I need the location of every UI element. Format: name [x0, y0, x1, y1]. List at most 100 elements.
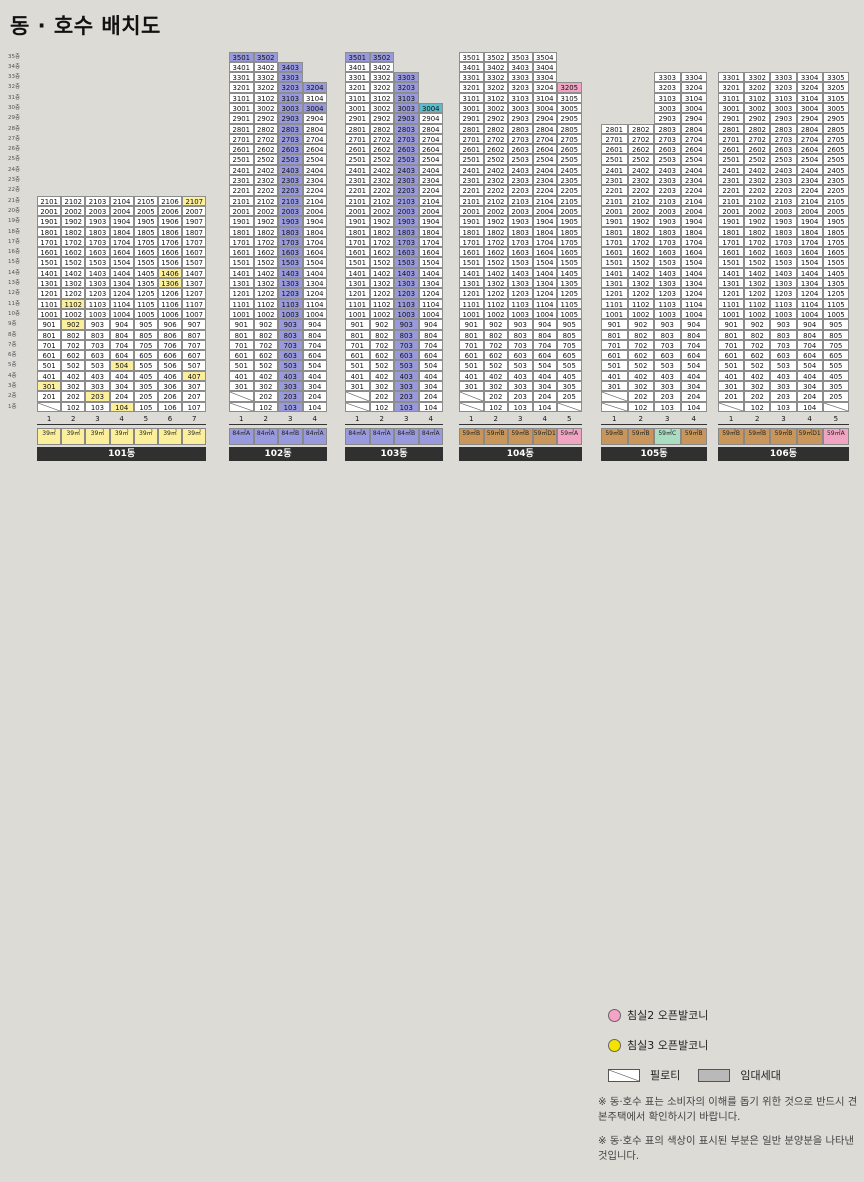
unit-cell: 203: [278, 391, 303, 402]
unit-cell: 2305: [557, 175, 582, 186]
unit-cell: 1105: [133, 298, 158, 309]
unit-cell: 304: [418, 381, 443, 392]
unit-cell: 2102: [61, 195, 86, 206]
unit-cell: 603: [394, 350, 419, 361]
unit-cell: 3203: [394, 82, 419, 93]
unit-cell: 1403: [770, 267, 797, 279]
unit-cell: 2101: [37, 195, 62, 206]
unit-cell: 1902: [61, 216, 86, 227]
unit-cell: 1702: [369, 236, 394, 248]
unit-cell: 303: [654, 381, 681, 392]
unit-cell: 705: [822, 339, 849, 351]
unit-cell: 1402: [369, 267, 394, 279]
unit-cell: 701: [718, 339, 745, 351]
unit-cell: 305: [133, 381, 158, 392]
unit-cell: 502: [627, 360, 654, 371]
unit-cell: 2204: [532, 185, 557, 196]
unit-cell: 1604: [532, 247, 557, 258]
unit-cell: 3203: [770, 82, 797, 93]
unit-cell: 1705: [557, 236, 582, 248]
unit-cell: 203: [654, 391, 681, 402]
unit-cell: 904: [532, 319, 557, 330]
unit-cell: 1805: [822, 226, 849, 237]
unit-cell: 2604: [532, 144, 557, 155]
unit-cell: 302: [627, 381, 654, 392]
unit-cell: 1703: [654, 236, 681, 248]
unit-cell: 205: [133, 391, 158, 402]
unit-cell: 302: [369, 381, 394, 392]
unit-cell: 3103: [770, 92, 797, 103]
unit-cell: 701: [345, 339, 370, 351]
unit-cell: 202: [627, 391, 654, 402]
unit-cell: 1502: [483, 257, 508, 268]
unit-cell: 1103: [770, 298, 797, 309]
floor-label: 29층: [8, 115, 21, 122]
unit-cell: 2104: [532, 195, 557, 206]
unit-cell: 503: [654, 360, 681, 371]
unit-cell: 801: [37, 329, 62, 340]
unit-cell: 3304: [680, 72, 707, 83]
unit-cell: 2101: [601, 195, 628, 206]
unit-cell: 106: [157, 401, 183, 412]
unit-cell: 2501: [345, 154, 370, 165]
unit-cell: 2002: [253, 205, 278, 217]
unit-cell: 3101: [229, 92, 254, 103]
unit-cell: 1001: [601, 308, 628, 320]
unit-cell: 203: [394, 391, 419, 402]
unit-cell: 2802: [253, 123, 278, 134]
unit-cell: 403: [770, 370, 797, 381]
unit-cell: 3003: [770, 102, 797, 114]
floor-label: 33층: [8, 74, 21, 81]
unit-cell: 304: [302, 381, 327, 392]
unit-cell: 603: [770, 350, 797, 361]
unit-cell: 907: [182, 319, 207, 330]
unit-cell: 2501: [459, 154, 484, 165]
floor-label: 32층: [8, 84, 21, 91]
unit-cell: 2902: [744, 113, 771, 124]
unit-cell: 2801: [345, 123, 370, 134]
empty-slot: [601, 72, 628, 82]
unit-cell: 1903: [770, 216, 797, 227]
unit-cell: 1802: [627, 226, 654, 237]
unit-cell: 1505: [822, 257, 849, 268]
unit-cell: 1405: [557, 267, 582, 279]
unit-cell: 906: [157, 319, 183, 330]
floor-label: 5층: [8, 362, 17, 369]
unit-cell: 2301: [345, 175, 370, 186]
unit-cell: 2101: [229, 195, 254, 206]
unit-cell: 104: [109, 401, 134, 412]
unit-cell: 407: [182, 370, 207, 382]
empty-slot: [278, 52, 303, 62]
unit-cell: 2901: [718, 113, 745, 124]
unit-cell: 102: [627, 401, 654, 412]
piloti-cell: [229, 401, 254, 412]
unit-cell: 1405: [822, 267, 849, 279]
unit-cell: 404: [532, 370, 557, 381]
unit-cell: 2301: [229, 175, 254, 186]
unit-cell: 1805: [133, 226, 158, 237]
unit-cell: 1702: [627, 236, 654, 248]
unit-cell: 402: [253, 370, 278, 381]
unit-cell: 2403: [394, 164, 419, 176]
unit-cell: 1707: [182, 236, 207, 248]
unit-cell: 1904: [302, 216, 327, 227]
unit-cell: 2705: [822, 133, 849, 145]
unit-cell: 1701: [229, 236, 254, 248]
piloti-cell: [822, 401, 849, 412]
unit-cell: 204: [109, 391, 134, 402]
unit-cell: 1401: [459, 267, 484, 279]
unit-cell: 1804: [418, 226, 443, 237]
unit-cell: 2203: [654, 185, 681, 196]
unit-cell: 2605: [822, 144, 849, 155]
unit-cell: 2601: [601, 144, 628, 155]
unit-cell: 804: [532, 329, 557, 340]
unit-cell: 3502: [369, 51, 394, 62]
unit-cell: 2405: [557, 164, 582, 176]
line-number: 5: [133, 414, 158, 425]
unit-cell: 604: [109, 350, 134, 361]
unit-cell: 1403: [654, 267, 681, 279]
unit-type-label: 84㎡A: [418, 427, 443, 445]
unit-cell: 801: [229, 329, 254, 340]
unit-cell: 405: [557, 370, 582, 381]
